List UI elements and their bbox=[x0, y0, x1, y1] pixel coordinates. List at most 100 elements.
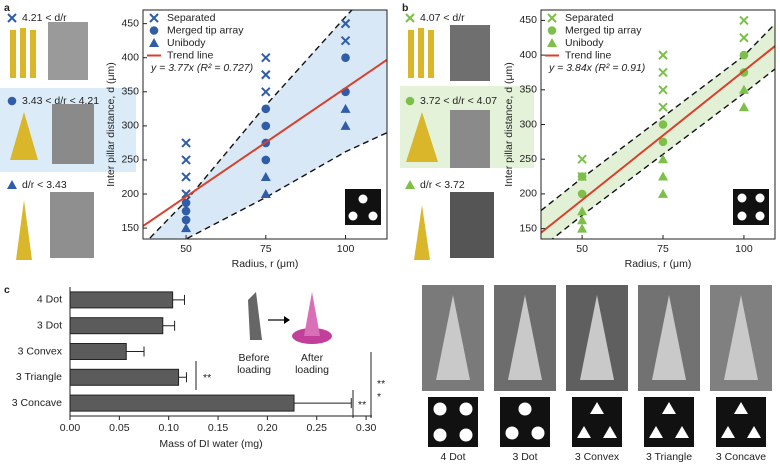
x-axis-title: Mass of DI water (mg) bbox=[159, 438, 262, 450]
pattern-shape bbox=[675, 426, 689, 438]
legend-label: Trend line bbox=[167, 49, 213, 61]
equation: y = 3.77x (R² = 0.727) bbox=[150, 62, 253, 74]
marker-circle bbox=[405, 96, 415, 106]
marker-triangle bbox=[738, 84, 749, 94]
y-tick-label: 200 bbox=[519, 188, 537, 200]
pattern-dot bbox=[433, 428, 447, 442]
marker-triangle bbox=[577, 223, 588, 233]
inset-dot bbox=[755, 211, 765, 221]
x-stroke bbox=[658, 67, 668, 78]
pattern-label: 3 Triangle bbox=[646, 451, 692, 463]
x-tick-label: 0.15 bbox=[208, 422, 229, 434]
marker-x bbox=[181, 138, 191, 148]
plot-frame bbox=[142, 9, 388, 240]
error-bar bbox=[178, 372, 187, 383]
marker-triangle bbox=[738, 102, 749, 112]
pattern-shape bbox=[603, 426, 617, 438]
regime-label: 4.07 < d/r bbox=[420, 12, 465, 24]
x-tick-label: 0.25 bbox=[307, 422, 328, 434]
x-stroke bbox=[658, 102, 668, 112]
sem-image bbox=[450, 110, 490, 168]
after-label: After loading bbox=[295, 352, 329, 376]
x-stroke bbox=[261, 87, 271, 97]
significance-mark: * bbox=[377, 391, 381, 403]
legend-label: Merged tip array bbox=[565, 24, 642, 36]
arrow-head bbox=[284, 316, 290, 324]
significance-mark: ** bbox=[203, 372, 211, 384]
pattern-shape bbox=[734, 402, 748, 414]
trend-line bbox=[143, 58, 387, 227]
marker-triangle bbox=[405, 180, 415, 189]
error-bar bbox=[126, 346, 145, 357]
significance-mark: ** bbox=[377, 378, 385, 390]
bar bbox=[69, 291, 174, 309]
y-tick-label: 4 Dot bbox=[37, 294, 62, 306]
legend-label: Trend line bbox=[565, 49, 611, 61]
marker-x bbox=[181, 172, 191, 182]
x-stroke bbox=[658, 50, 668, 60]
y-tick-label: 3 Triangle bbox=[16, 371, 62, 383]
inset-dot bbox=[737, 193, 747, 203]
marker-x bbox=[405, 13, 415, 23]
marker-x bbox=[181, 189, 191, 199]
y-axis-title: Inter pillar distance, d (μm) bbox=[105, 62, 117, 187]
marker-x bbox=[658, 67, 668, 78]
inset-dot bbox=[368, 211, 378, 221]
marker-x bbox=[149, 13, 159, 23]
legend-label: Merged tip array bbox=[167, 24, 244, 36]
pattern-dot bbox=[459, 428, 473, 442]
x-stroke bbox=[181, 155, 191, 165]
marker-triangle bbox=[658, 171, 669, 181]
pattern-label: 3 Concave bbox=[716, 451, 766, 463]
marker-circle bbox=[181, 198, 191, 208]
marker-triangle bbox=[577, 206, 588, 216]
pattern-dot bbox=[433, 402, 447, 416]
x-tick-label: 0.05 bbox=[109, 422, 130, 434]
sem-pillar bbox=[508, 295, 542, 380]
marker-triangle bbox=[260, 189, 271, 199]
x-stroke bbox=[340, 18, 351, 29]
inset-dot bbox=[755, 193, 765, 203]
y-tick-label: 350 bbox=[519, 84, 537, 96]
sem-pillar bbox=[652, 295, 686, 380]
regime-label: 3.72 < d/r < 4.07 bbox=[420, 95, 497, 107]
x-tick-label: 75 bbox=[260, 243, 272, 255]
inset-pattern bbox=[733, 189, 769, 225]
bar bbox=[69, 368, 180, 386]
y-tick-label: 250 bbox=[519, 153, 537, 165]
x-stroke bbox=[261, 53, 271, 63]
marker-x bbox=[739, 15, 749, 26]
y-tick-label: 350 bbox=[121, 86, 139, 98]
regime-label: 4.21 < d/r bbox=[22, 12, 67, 24]
sem-image bbox=[450, 192, 494, 258]
error-bar bbox=[294, 398, 352, 409]
inset-dot bbox=[358, 194, 368, 204]
marker-circle bbox=[658, 137, 668, 147]
y-tick-label: 400 bbox=[121, 51, 139, 63]
equation: y = 3.84x (R² = 0.91) bbox=[548, 62, 645, 74]
marker-circle bbox=[261, 121, 271, 131]
y-tick-label: 400 bbox=[519, 49, 537, 61]
before-label: Before loading bbox=[237, 352, 271, 376]
legend-label: Unibody bbox=[565, 37, 604, 49]
plot-area bbox=[143, 10, 387, 239]
pattern-shape bbox=[721, 426, 735, 438]
y-tick-label: 3 Dot bbox=[37, 319, 62, 331]
y-tick-label: 450 bbox=[519, 14, 537, 26]
marker-circle bbox=[261, 104, 271, 114]
marker-circle bbox=[577, 172, 587, 181]
x-stroke bbox=[261, 70, 271, 80]
legend-label: Separated bbox=[565, 12, 614, 24]
y-tick-label: 250 bbox=[121, 154, 139, 166]
x-tick-label: 50 bbox=[576, 243, 588, 255]
marker-triangle bbox=[340, 103, 351, 113]
before-image bbox=[248, 292, 262, 340]
marker-circle bbox=[181, 206, 191, 216]
marker-triangle bbox=[260, 171, 271, 181]
x-stroke bbox=[658, 85, 668, 95]
regime-label: d/r < 3.72 bbox=[420, 179, 465, 191]
marker-circle bbox=[7, 96, 17, 106]
x-tick-label: 75 bbox=[657, 243, 669, 255]
x-stroke bbox=[405, 13, 415, 23]
pillar-icons bbox=[10, 28, 38, 260]
